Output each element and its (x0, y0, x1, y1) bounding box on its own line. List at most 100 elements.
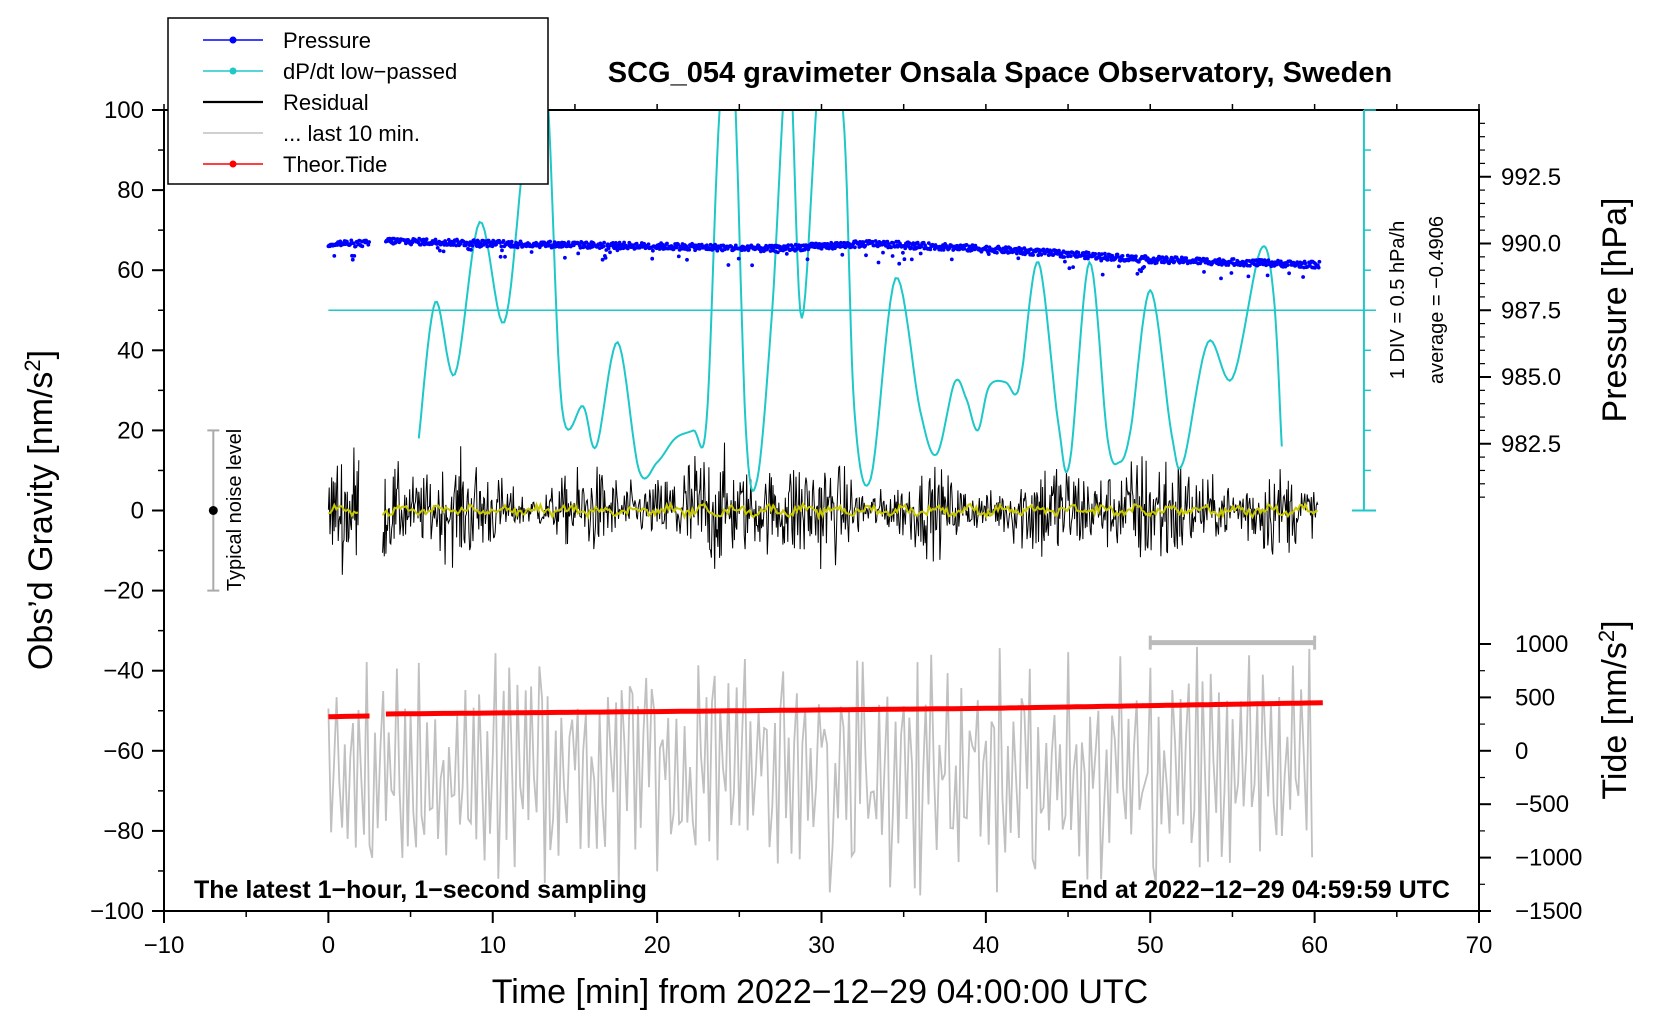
y-tick-label: 20 (117, 417, 144, 444)
pressure-point (964, 243, 969, 247)
y-tick-label: −20 (103, 578, 144, 605)
pressure-point (768, 249, 773, 253)
last-10-min-line (327, 646, 1313, 896)
pressure-point (1071, 265, 1075, 269)
tide-axis-title: Tide [nm/s2] (1594, 620, 1634, 799)
tide-tick-label: −1500 (1515, 898, 1582, 925)
smoothed-residual-line (328, 502, 359, 518)
pressure-point (615, 248, 620, 253)
smoothed-residual-line (381, 501, 1318, 521)
pressure-point (962, 246, 967, 251)
pressure-point (1205, 257, 1209, 261)
tide-tick-label: 1000 (1515, 631, 1568, 658)
x-tick-label: 50 (1137, 932, 1164, 959)
pressure-point (1265, 273, 1270, 278)
pressure-point (1246, 274, 1251, 279)
pressure-point (984, 244, 989, 249)
pressure-point (529, 250, 534, 254)
pressure-point (1231, 257, 1236, 261)
dpdt-line (417, 110, 1283, 493)
pressure-point (650, 256, 655, 261)
pressure-point (499, 244, 504, 249)
pressure-point (446, 237, 451, 242)
pressure-point (1100, 272, 1105, 277)
pressure-point (498, 254, 503, 259)
pressure-point (1137, 259, 1141, 264)
pressure-point (889, 245, 893, 250)
pressure-point (1219, 276, 1223, 281)
pressure-point (352, 254, 357, 258)
pressure-point (918, 251, 923, 256)
pressure-point (603, 256, 608, 260)
pressure-tick-label: 985.0 (1501, 364, 1561, 391)
pressure-point (1067, 266, 1072, 271)
pressure-point (1069, 254, 1073, 258)
pressure-point (713, 242, 717, 247)
pressure-point (676, 254, 681, 259)
pressure-point (1135, 271, 1140, 276)
pressure-point (838, 240, 843, 245)
pressure-axis-title: Pressure [hPa] (1596, 198, 1634, 423)
legend-swatch-marker (229, 67, 237, 75)
x-tick-label: 20 (644, 932, 671, 959)
y-tick-label: −60 (103, 738, 144, 765)
pressure-point (600, 257, 605, 262)
pressure-point (1139, 269, 1143, 274)
pressure-point (687, 247, 692, 252)
pressure-point (500, 248, 504, 253)
noise-center-dot (208, 506, 218, 515)
pressure-point (1301, 275, 1305, 279)
pressure-point (646, 242, 651, 247)
pressure-point (909, 245, 913, 250)
theoretical-tide-line (385, 700, 1323, 717)
pressure-point (786, 243, 791, 248)
pressure-point (1116, 255, 1121, 259)
y-axis-title: Obs’d Gravity [nm/s2] (20, 350, 60, 670)
pressure-point (909, 257, 914, 262)
pressure-point (674, 245, 679, 250)
pressure-point (1016, 256, 1021, 261)
pressure-point (907, 241, 912, 246)
tide-tick-label: 0 (1515, 738, 1528, 765)
legend-label: Theor.Tide (283, 152, 387, 177)
y-tick-label: −40 (103, 658, 144, 685)
y-tick-label: 40 (117, 337, 144, 364)
pressure-point (808, 244, 813, 249)
pressure-point (895, 244, 900, 249)
pressure-point (715, 248, 720, 253)
pressure-point (1100, 252, 1104, 256)
pressure-point (1184, 256, 1189, 260)
legend-swatch-marker (229, 160, 237, 168)
pressure-point (353, 244, 358, 249)
pressure-point (1082, 253, 1087, 258)
pressure-point (614, 241, 618, 245)
pressure-point (1172, 259, 1177, 264)
pressure-point (1076, 250, 1081, 255)
pressure-point (348, 241, 353, 246)
pressure-point (840, 252, 845, 257)
pressure-point (1105, 257, 1110, 262)
x-tick-label: 0 (322, 932, 335, 959)
pressure-point (806, 247, 811, 252)
pressure-point (1039, 252, 1044, 257)
pressure-point (1202, 270, 1206, 274)
y-tick-label: 60 (117, 257, 144, 284)
pressure-point (576, 251, 581, 256)
pressure-point (602, 240, 606, 245)
pressure-point (1066, 250, 1071, 255)
x-tick-label: −10 (144, 932, 185, 959)
pressure-point (1303, 261, 1308, 266)
residual-line (382, 442, 1319, 570)
pressure-point (1198, 261, 1203, 266)
x-tick-label: 40 (973, 932, 1000, 959)
series-layer (326, 110, 1376, 896)
legend-label: dP/dt low−passed (283, 59, 457, 84)
y-tick-label: 0 (131, 498, 144, 525)
pressure-point (805, 257, 810, 262)
pressure-point (351, 241, 356, 246)
tide-tick-label: −1000 (1515, 845, 1582, 872)
pressure-point (864, 253, 868, 258)
pressure-point (470, 244, 475, 248)
pressure-point (435, 246, 440, 250)
